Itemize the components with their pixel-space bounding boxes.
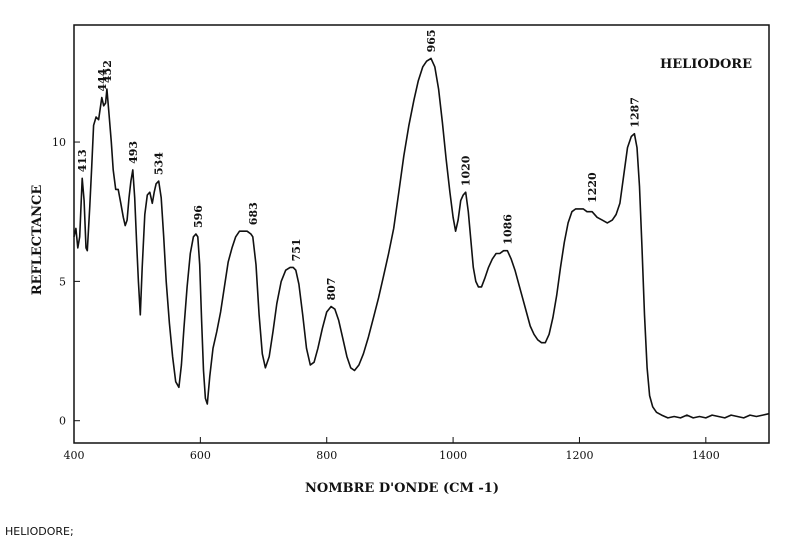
figure-caption: HELIODORE; bbox=[5, 525, 74, 538]
peak-label: 1086 bbox=[501, 214, 514, 245]
peak-label: 444 bbox=[96, 68, 109, 91]
plot-frame bbox=[73, 24, 770, 444]
peak-label: 751 bbox=[290, 238, 303, 261]
y-tick-label: 0 bbox=[59, 415, 66, 428]
series-line bbox=[73, 57, 770, 419]
x-tick-label: 800 bbox=[316, 449, 337, 462]
x-axis-label: NOMBRE D'ONDE (CM -1) bbox=[305, 481, 499, 496]
y-tick-label: 10 bbox=[52, 136, 66, 149]
peak-label: 1220 bbox=[586, 172, 599, 203]
x-tick-label: 1400 bbox=[692, 449, 720, 462]
peak-label: 493 bbox=[127, 141, 140, 164]
peak-label: 965 bbox=[425, 29, 438, 52]
y-axis-label: REFLECTANCE bbox=[30, 185, 45, 296]
chart-title: HELIODORE bbox=[660, 57, 752, 72]
peak-label: 807 bbox=[325, 278, 338, 301]
peak-label: 596 bbox=[192, 205, 205, 228]
peak-label: 534 bbox=[153, 152, 166, 175]
peak-label: 452 bbox=[101, 60, 114, 83]
x-tick-label: 1200 bbox=[565, 449, 593, 462]
peak-label: 683 bbox=[247, 202, 260, 225]
x-tick-label: 600 bbox=[190, 449, 211, 462]
peak-label: 413 bbox=[76, 149, 89, 172]
x-tick-label: 1000 bbox=[439, 449, 467, 462]
peak-label: 1287 bbox=[628, 97, 641, 128]
y-tick-label: 5 bbox=[59, 275, 66, 288]
x-tick-label: 400 bbox=[64, 449, 85, 462]
peak-label: 1020 bbox=[460, 155, 473, 186]
